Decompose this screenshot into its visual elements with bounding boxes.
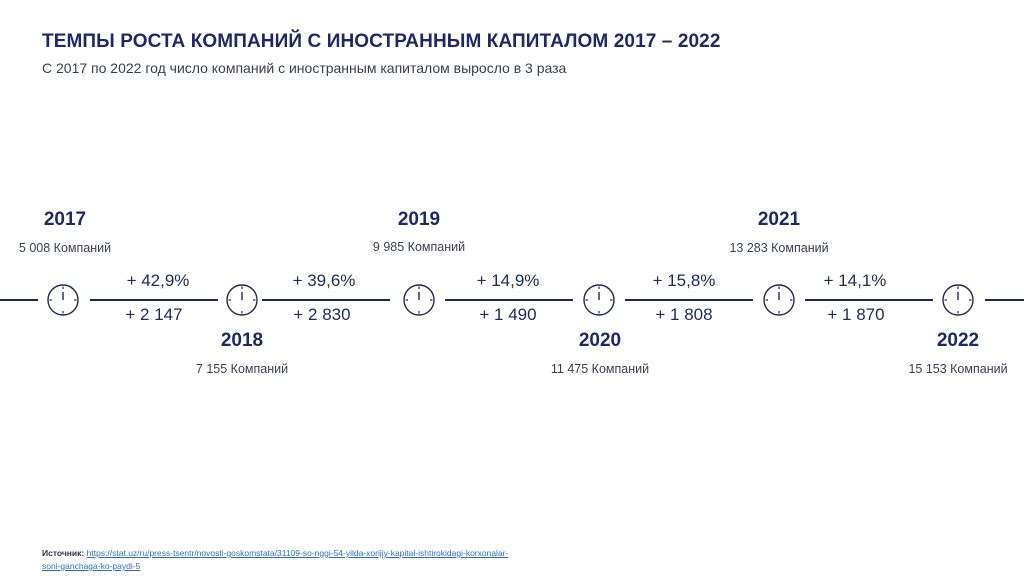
growth-percent: + 14,9% xyxy=(476,271,540,290)
growth-absolute: + 1 490 xyxy=(479,305,537,324)
timeline-line-4 xyxy=(625,299,753,301)
year-label: 2020 xyxy=(578,330,622,351)
growth-absolute: + 1 808 xyxy=(655,305,713,324)
clock-icon xyxy=(583,284,615,316)
year-label: 2019 xyxy=(397,209,441,230)
year-label: 2022 xyxy=(936,330,980,351)
clock-icon xyxy=(763,284,795,316)
year-label: 2018 xyxy=(220,330,264,351)
timeline-line-start xyxy=(0,299,38,301)
growth-absolute: + 2 830 xyxy=(293,305,351,324)
clock-icon xyxy=(942,284,974,316)
timeline-line-1 xyxy=(90,299,218,301)
company-count: 15 153 Компаний xyxy=(908,362,1008,376)
growth-percent: + 15,8% xyxy=(652,271,716,290)
company-count: 9 985 Компаний xyxy=(372,240,466,254)
growth-percent: + 42,9% xyxy=(126,271,190,290)
clock-icon xyxy=(47,284,79,316)
year-label: 2017 xyxy=(43,209,87,230)
growth-absolute: + 1 870 xyxy=(827,305,885,324)
timeline-line-2 xyxy=(262,299,390,301)
page-title: ТЕМПЫ РОСТА КОМПАНИЙ С ИНОСТРАННЫМ КАПИТ… xyxy=(42,31,721,52)
page-subtitle: С 2017 по 2022 год число компаний с инос… xyxy=(42,60,567,76)
company-count: 11 475 Компаний xyxy=(550,362,650,376)
source-note: Источник: https://stat.uz/ru/press-tsent… xyxy=(42,547,512,573)
company-count: 5 008 Компаний xyxy=(18,241,112,255)
timeline-line-3 xyxy=(445,299,573,301)
growth-percent: + 39,6% xyxy=(292,271,356,290)
timeline-line-5 xyxy=(805,299,933,301)
source-link[interactable]: https://stat.uz/ru/press-tsentr/novosti-… xyxy=(42,548,509,571)
company-count: 13 283 Компаний xyxy=(729,241,829,255)
clock-icon xyxy=(226,284,258,316)
source-label: Источник: xyxy=(42,548,85,558)
timeline-line-end xyxy=(985,299,1024,301)
growth-absolute: + 2 147 xyxy=(125,305,183,324)
company-count: 7 155 Компаний xyxy=(195,362,289,376)
year-label: 2021 xyxy=(757,209,801,230)
clock-icon xyxy=(403,284,435,316)
growth-percent: + 14,1% xyxy=(823,271,887,290)
